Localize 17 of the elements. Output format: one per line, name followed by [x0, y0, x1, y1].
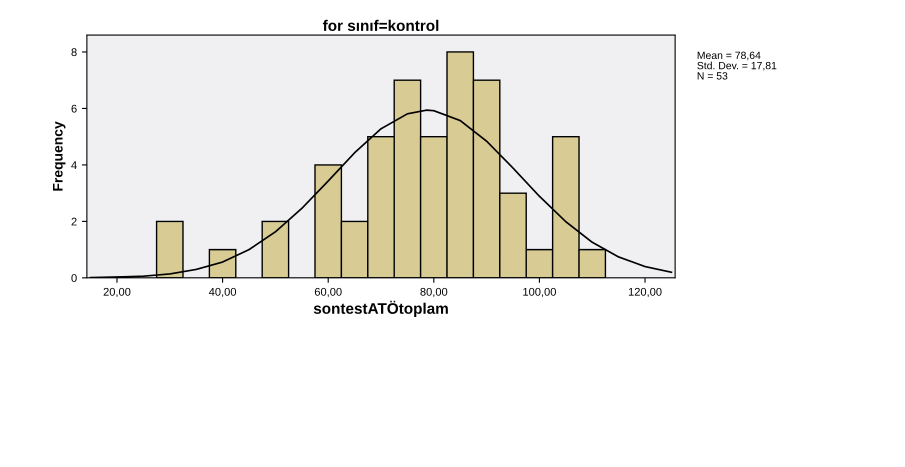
x-tick-label: 60,00	[314, 288, 342, 298]
x-tick-label: 20,00	[104, 288, 130, 298]
y-tick-label: 4	[71, 161, 77, 169]
y-tick-label: 8	[71, 48, 77, 56]
x-tick-label: 120,00	[628, 288, 662, 298]
y-tick-label: 2	[72, 218, 77, 226]
x-tick-label: 40,00	[208, 288, 236, 298]
text: Mean = 78,64	[698, 52, 761, 60]
x-axis-title: sontestATÖtoplam	[314, 300, 448, 317]
text: Std. Dev. = 17,81	[697, 62, 776, 71]
x-tick-label: 80,00	[420, 288, 448, 298]
y-tick-label: 6	[72, 104, 77, 113]
x-tick-label: 100,00	[523, 288, 556, 298]
chart-title: for sınıf=kontrol	[322, 20, 438, 32]
y-axis-title: Frequency	[52, 121, 66, 191]
y-tick-label: 0	[71, 274, 77, 282]
text: N = 53	[698, 72, 728, 80]
